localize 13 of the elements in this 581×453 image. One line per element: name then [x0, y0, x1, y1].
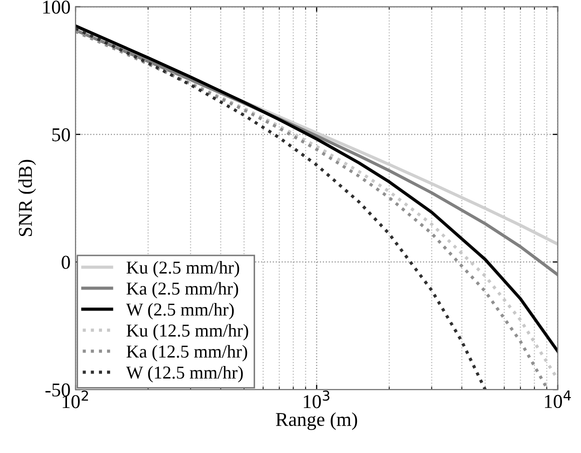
- x-axis-title: Range (m): [276, 412, 358, 430]
- legend-label: Ku (12.5 mm/hr): [126, 324, 248, 340]
- y-tick-label: 50: [52, 128, 70, 142]
- legend-label: Ku (2.5 mm/hr): [126, 260, 240, 278]
- y-tick-label: 100: [43, 0, 70, 14]
- y-axis-title: SNR (dB): [18, 160, 36, 236]
- legend-label: W (12.5 mm/hr): [126, 366, 243, 382]
- legend-label: Ka (2.5 mm/hr): [126, 282, 238, 298]
- legend-label: W (2.5 mm/hr): [126, 302, 234, 320]
- y-tick-label: 0: [62, 256, 70, 269]
- legend-label: Ka (12.5 mm/hr): [126, 344, 248, 362]
- x-tick-label: 10$^{3}$: [304, 390, 330, 408]
- x-tick-label: 10$^{4}$: [544, 390, 571, 408]
